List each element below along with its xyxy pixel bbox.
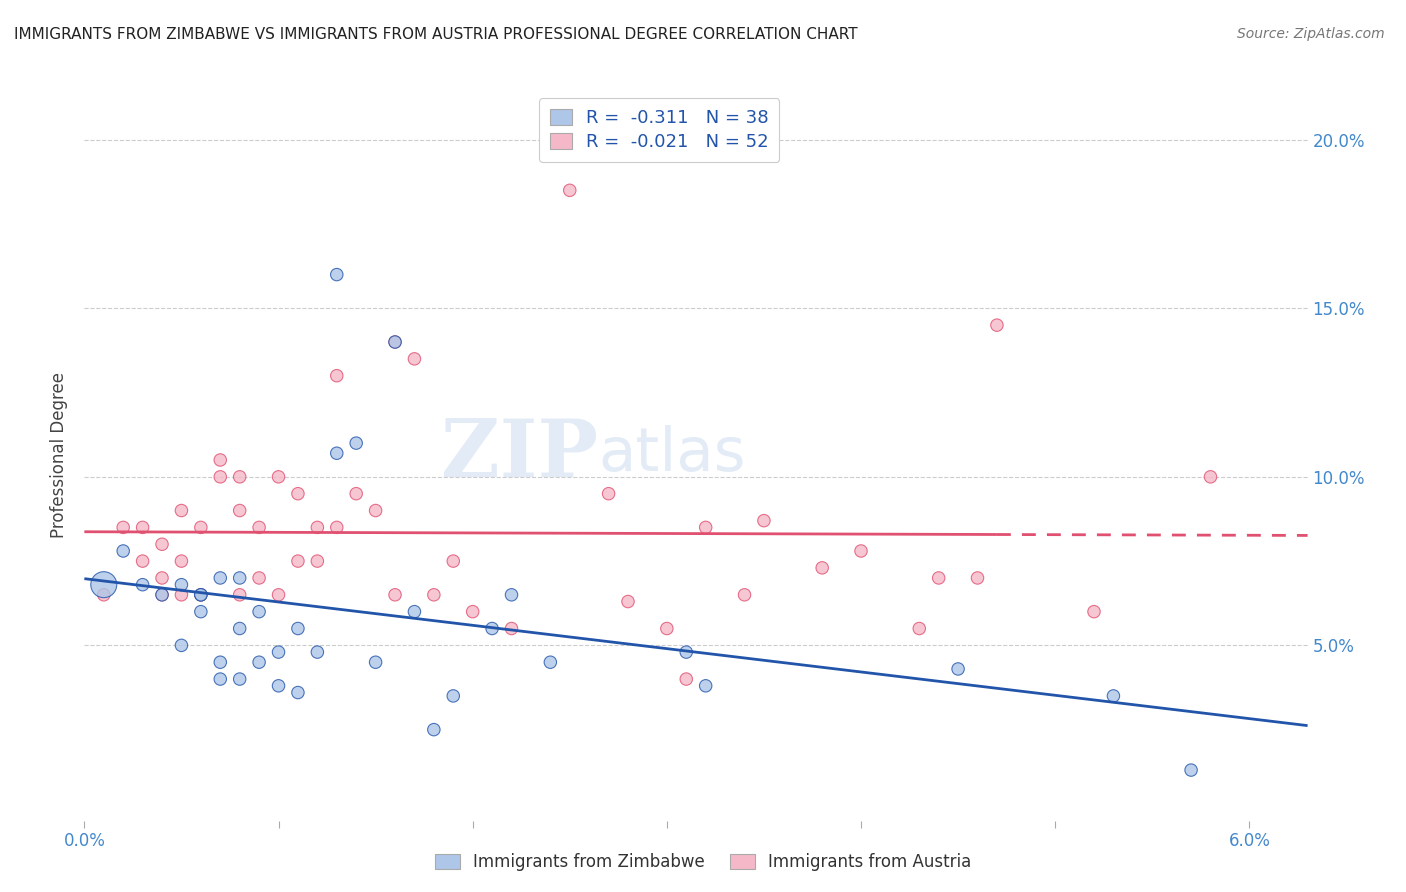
Point [675, 672, 697, 686]
Point [307, 520, 329, 534]
Point [287, 685, 309, 699]
Point [228, 672, 250, 686]
Point [170, 554, 193, 568]
Point [675, 645, 697, 659]
Text: ZIP: ZIP [441, 416, 598, 494]
Text: Source: ZipAtlas.com: Source: ZipAtlas.com [1237, 27, 1385, 41]
Point [307, 645, 329, 659]
Point [131, 520, 153, 534]
Point [287, 486, 309, 500]
Point [734, 588, 756, 602]
Point [190, 605, 212, 619]
Point [150, 571, 173, 585]
Point [423, 723, 446, 737]
Point [966, 571, 988, 585]
Point [811, 561, 834, 575]
Point [908, 622, 931, 636]
Point [695, 679, 717, 693]
Point [228, 571, 250, 585]
Point [928, 571, 950, 585]
Point [247, 605, 270, 619]
Point [150, 588, 173, 602]
Point [247, 571, 270, 585]
Point [441, 554, 464, 568]
Point [946, 662, 969, 676]
Point [228, 622, 250, 636]
Point [267, 645, 290, 659]
Point [501, 588, 523, 602]
Point [209, 453, 232, 467]
Point [617, 594, 640, 608]
Point [131, 577, 153, 591]
Point [404, 605, 426, 619]
Point [267, 470, 290, 484]
Point [267, 588, 290, 602]
Point [1083, 605, 1105, 619]
Point [209, 470, 232, 484]
Point [247, 520, 270, 534]
Point [228, 470, 250, 484]
Point [326, 446, 349, 460]
Point [170, 577, 193, 591]
Point [209, 672, 232, 686]
Point [93, 588, 115, 602]
Point [384, 588, 406, 602]
Point [170, 503, 193, 517]
Point [112, 520, 135, 534]
Point [247, 655, 270, 669]
Point [423, 588, 446, 602]
Legend: R =  -0.311   N = 38, R =  -0.021   N = 52: R = -0.311 N = 38, R = -0.021 N = 52 [538, 98, 779, 161]
Point [209, 571, 232, 585]
Point [190, 520, 212, 534]
Point [190, 588, 212, 602]
Point [481, 622, 503, 636]
Point [364, 655, 387, 669]
Point [267, 679, 290, 693]
Point [287, 554, 309, 568]
Point [170, 588, 193, 602]
Point [752, 514, 775, 528]
Point [1199, 470, 1222, 484]
Point [384, 334, 406, 349]
Point [228, 588, 250, 602]
Point [209, 655, 232, 669]
Point [538, 655, 561, 669]
Point [384, 334, 406, 349]
Point [150, 537, 173, 551]
Y-axis label: Professional Degree: Professional Degree [51, 372, 69, 538]
Text: IMMIGRANTS FROM ZIMBABWE VS IMMIGRANTS FROM AUSTRIA PROFESSIONAL DEGREE CORRELAT: IMMIGRANTS FROM ZIMBABWE VS IMMIGRANTS F… [14, 27, 858, 42]
Point [190, 588, 212, 602]
Point [598, 486, 620, 500]
Point [404, 351, 426, 366]
Point [326, 268, 349, 282]
Point [344, 436, 367, 450]
Point [344, 486, 367, 500]
Point [326, 368, 349, 383]
Point [558, 183, 581, 197]
Point [655, 622, 678, 636]
Point [441, 689, 464, 703]
Point [131, 554, 153, 568]
Point [112, 544, 135, 558]
Point [695, 520, 717, 534]
Point [307, 554, 329, 568]
Point [364, 503, 387, 517]
Point [461, 605, 484, 619]
Point [1102, 689, 1125, 703]
Point [93, 577, 115, 591]
Point [170, 639, 193, 653]
Point [326, 520, 349, 534]
Point [287, 622, 309, 636]
Point [190, 588, 212, 602]
Point [1180, 763, 1202, 777]
Legend: Immigrants from Zimbabwe, Immigrants from Austria: Immigrants from Zimbabwe, Immigrants fro… [426, 845, 980, 880]
Point [228, 503, 250, 517]
Text: atlas: atlas [598, 425, 745, 484]
Point [986, 318, 1008, 333]
Point [150, 588, 173, 602]
Point [501, 622, 523, 636]
Point [849, 544, 872, 558]
